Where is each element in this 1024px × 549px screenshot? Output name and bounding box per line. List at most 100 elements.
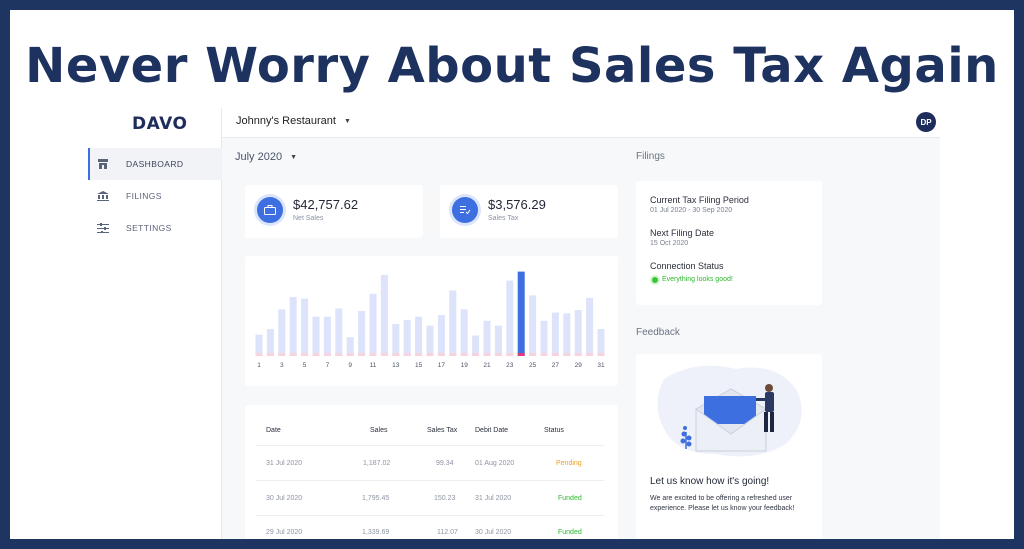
x-tick-label: 17 [438,362,446,369]
chart-bar-base [483,353,491,356]
feedback-card[interactable]: Let us know how it's going! We are excit… [636,354,822,539]
chart-bar[interactable] [449,290,457,357]
avatar[interactable]: DP [916,112,936,132]
chart-bar[interactable] [255,334,263,356]
chart-bar[interactable] [289,297,297,356]
chart-bar[interactable] [426,325,434,356]
feedback-body: We are excited to be offering a refreshe… [650,495,795,512]
transactions-table [245,405,618,539]
sidebar-item-filings[interactable]: FILINGS [88,180,222,212]
chart-bar-base [540,353,548,356]
col-header-date: Date [266,427,281,434]
chart-bar[interactable] [392,324,400,356]
row-debit-date: 31 Jul 2020 [475,495,512,502]
col-header-status: Status [544,427,564,434]
sidebar-item-settings[interactable]: SETTINGS [88,212,222,244]
chart-bar[interactable] [586,297,594,356]
chart-bar[interactable] [369,293,377,356]
filings-card: Current Tax Filing Period 01 Jul 2020 - … [636,181,822,305]
connection-status-value: Everything looks good! [662,276,733,283]
chart-bar[interactable] [437,315,445,356]
chart-bar[interactable] [403,320,411,356]
chart-bar[interactable] [380,274,388,356]
col-header-sales-tax: Sales Tax [427,427,458,434]
next-filing-label: Next Filing Date [650,228,715,238]
chart-bar[interactable] [540,320,548,356]
feedback-title: Feedback [636,327,680,338]
sales-tax-card: $3,576.29 Sales Tax [440,185,618,238]
net-sales-value: $42,757.62 [293,197,359,212]
x-tick-label: 15 [415,362,423,369]
x-tick-label: 5 [303,362,307,369]
chart-bar[interactable] [506,280,514,356]
chart-bar-base [323,353,331,356]
x-tick-label: 11 [370,362,377,369]
x-tick-label: 1 [257,362,261,369]
chart-bar-base [426,353,434,356]
row-sales-tax: 112.07 [437,529,458,536]
sidebar-item-dashboard[interactable]: DASHBOARD [88,148,222,180]
restaurant-selector[interactable]: Johnny's Restaurant ▼ [236,115,351,127]
row-sales: 1,339.69 [362,529,390,536]
sidebar-item-label: FILINGS [126,191,162,201]
chart-bar[interactable] [266,329,274,356]
chart-bar-base [586,353,594,356]
net-sales-card: $42,757.62 Net Sales [245,185,423,238]
chart-bar[interactable] [563,313,571,356]
next-filing-value: 15 Oct 2020 [650,240,689,247]
chart-bar-base [563,353,571,356]
chart-bar-base [346,353,354,356]
chart-bar[interactable] [301,298,309,356]
chart-bar[interactable] [335,308,343,357]
row-debit-date: 30 Jul 2020 [475,529,512,536]
row-sales-tax: 150.23 [434,495,456,502]
filings-title: Filings [636,151,665,162]
chart-bar[interactable] [472,335,480,357]
divider [256,515,604,516]
status-badge: Funded [558,495,582,502]
chart-bar[interactable] [551,312,559,356]
chart-bar[interactable] [415,316,423,356]
chart-bar-base [460,353,468,356]
divider [256,445,604,446]
chevron-down-icon: ▼ [343,117,351,125]
chart-bar[interactable] [529,295,537,356]
promo-frame: Never Worry About Sales Tax Again DAVO D… [10,10,1014,539]
current-period-value: 01 Jul 2020 - 30 Sep 2020 [650,207,733,214]
chart-bar[interactable] [494,325,502,356]
chart-bar-base [403,353,411,356]
x-tick-label: 19 [461,362,469,369]
chart-bar[interactable] [574,310,582,356]
row-date: 29 Jul 2020 [266,529,303,536]
chart-bar[interactable] [517,271,525,356]
x-tick-label: 27 [552,362,560,369]
current-period-label: Current Tax Filing Period [650,195,749,205]
row-sales: 1,795.45 [362,495,390,502]
chart-bar[interactable] [278,309,286,356]
sales-tax-label: Sales Tax [488,215,519,222]
chart-bar[interactable] [597,329,605,356]
restaurant-name: Johnny's Restaurant [236,115,336,127]
x-tick-label: 25 [529,362,537,369]
month-selector[interactable]: July 2020 ▼ [235,151,297,163]
status-dot-icon [652,276,658,283]
chart-bar-base [574,353,582,356]
chart-bar[interactable] [460,309,468,356]
chart-bar-base [301,353,309,356]
x-tick-label: 31 [597,362,605,369]
chart-bar[interactable] [323,316,331,356]
chart-bar[interactable] [312,316,320,356]
chart-bar[interactable] [346,337,354,356]
davo-logo: DAVO [132,114,188,134]
feedback-illustration [657,365,802,457]
chart-bar[interactable] [483,320,491,356]
status-badge: Funded [558,529,582,536]
chart-bar-base [415,353,423,356]
sidebar-item-label: SETTINGS [126,223,172,233]
x-tick-label: 13 [392,362,400,369]
chart-bar[interactable] [358,311,366,356]
chart-bar-base [551,353,559,356]
status-badge: Pending [556,460,582,467]
chart-bar-base [529,353,537,356]
month-label: July 2020 [235,151,283,163]
